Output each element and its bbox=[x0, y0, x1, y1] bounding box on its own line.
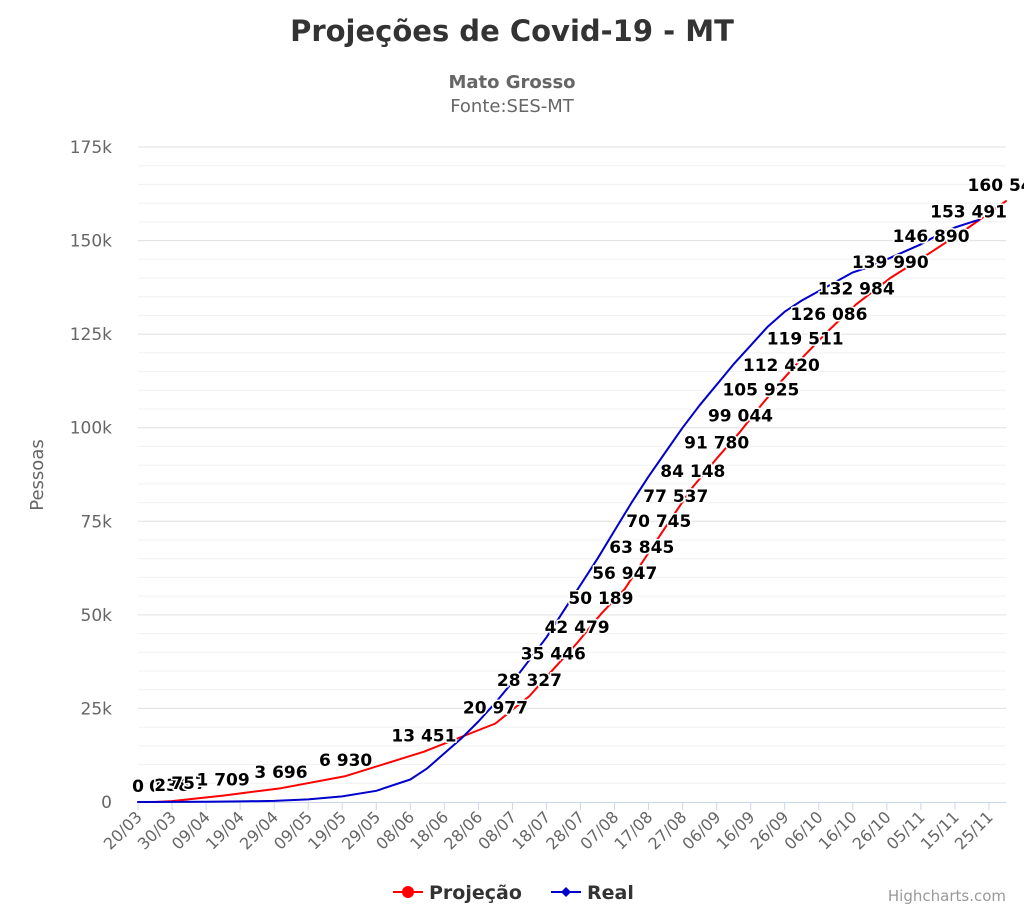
data-label: 757 bbox=[171, 774, 207, 794]
data-label: 35 446 bbox=[521, 644, 586, 664]
legend-label-projecao: Projeção bbox=[429, 882, 522, 904]
chart-source: Fonte:SES-MT bbox=[450, 96, 575, 117]
y-tick-label: 25k bbox=[81, 699, 113, 719]
data-label: 70 745 bbox=[626, 512, 691, 532]
chart-subtitle: Mato Grosso bbox=[448, 72, 575, 93]
data-label: 238 bbox=[154, 776, 190, 796]
data-label: 3 696 bbox=[254, 763, 307, 783]
y-tick-label: 75k bbox=[81, 512, 113, 532]
data-label: 0 bbox=[132, 777, 144, 797]
data-label: 146 890 bbox=[893, 227, 970, 247]
data-label: 28 327 bbox=[497, 671, 562, 691]
data-label: 132 984 bbox=[818, 279, 895, 299]
legend[interactable]: Projeção Real bbox=[393, 882, 634, 904]
data-label: 77 537 bbox=[643, 487, 708, 507]
legend-item-projecao[interactable]: Projeção bbox=[393, 882, 522, 904]
y-tick-label: 50k bbox=[81, 606, 113, 626]
data-label: 119 511 bbox=[767, 330, 844, 350]
data-label: 42 479 bbox=[545, 618, 610, 638]
y-tick-label: 150k bbox=[70, 232, 112, 252]
data-label: 84 148 bbox=[660, 462, 725, 482]
series-line-projecao bbox=[137, 200, 1007, 803]
series-line-real bbox=[137, 219, 980, 803]
data-label: 56 947 bbox=[592, 564, 657, 584]
y-tick-label: 125k bbox=[70, 325, 112, 345]
legend-marker-real bbox=[561, 887, 571, 897]
legend-label-real: Real bbox=[587, 882, 634, 904]
legend-item-real[interactable]: Real bbox=[551, 882, 634, 904]
data-label: 99 044 bbox=[708, 406, 773, 426]
credits[interactable]: Highcharts.com bbox=[888, 887, 1006, 905]
data-label: 6 930 bbox=[319, 751, 372, 771]
data-label: 1 709 bbox=[196, 771, 249, 791]
data-label: 0 bbox=[149, 777, 161, 797]
chart-title: Projeções de Covid-19 - MT bbox=[290, 14, 734, 48]
data-label: 20 977 bbox=[463, 698, 528, 718]
data-label: 126 086 bbox=[791, 305, 868, 325]
y-tick-label: 175k bbox=[70, 138, 112, 158]
y-tick-label: 100k bbox=[70, 419, 112, 439]
data-label: 153 491 bbox=[930, 203, 1007, 223]
data-label: 50 189 bbox=[568, 589, 633, 609]
data-label: 105 925 bbox=[722, 381, 799, 401]
data-label: 91 780 bbox=[684, 433, 749, 453]
grid bbox=[138, 146, 1006, 784]
data-label: 160 547 bbox=[968, 176, 1024, 196]
data-label: 139 990 bbox=[852, 253, 929, 273]
series-layer bbox=[137, 200, 1007, 803]
data-label: 63 845 bbox=[609, 538, 674, 558]
data-label: 112 420 bbox=[743, 356, 820, 376]
y-axis: 0 25k 50k 75k 100k 125k 150k 175k bbox=[70, 138, 112, 813]
legend-marker-projecao bbox=[402, 886, 414, 898]
y-axis-title: Pessoas bbox=[27, 439, 48, 510]
y-tick-label: 0 bbox=[101, 793, 112, 813]
data-label: 13 451 bbox=[391, 727, 456, 747]
